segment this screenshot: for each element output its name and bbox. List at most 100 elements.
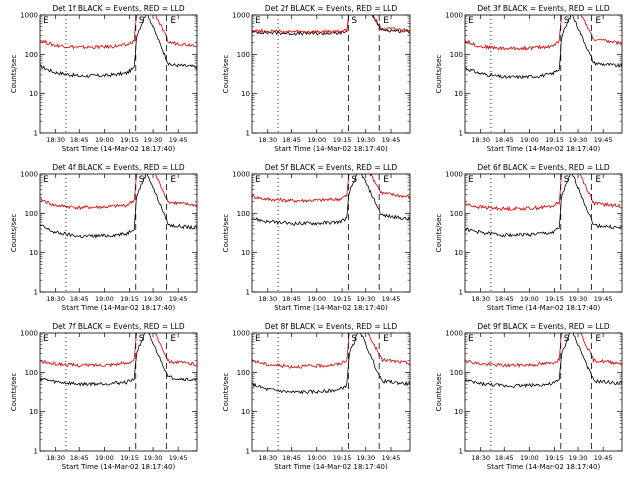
x-tick-label: 18:30 [46,295,65,303]
series-events-line [465,15,622,80]
x-tick-label: 19:45 [382,136,401,144]
plot-frame [251,173,411,293]
chart-title: Det 6f BLACK = Events, RED = LLD [477,163,610,172]
y-tick-label: 1 [34,130,38,138]
y-tick-label: 1 [34,289,38,297]
y-tick-label: 1000 [232,12,250,20]
x-tick-label: 18:45 [70,454,89,462]
x-tick-label: 19:15 [120,295,139,303]
plot-frame [39,173,198,293]
marker-label: S [351,334,357,344]
y-tick-label: 1000 [445,171,463,179]
marker-label: S [139,334,145,344]
y-tick-label: 10 [241,408,250,416]
x-axis-label: Start Time (14-Mar-02 18:17:40) [62,304,176,312]
series-lld-line [465,333,622,368]
x-tick-label: 18:30 [471,295,490,303]
x-tick-label: 18:45 [282,295,301,303]
y-tick-label: 100 [450,210,463,218]
x-axis-label: Start Time (14-Mar-02 18:17:40) [274,145,388,153]
y-tick-label: 100 [25,51,38,59]
x-tick-label: 19:45 [594,136,613,144]
x-tick-label: 19:30 [569,295,588,303]
marker-label: E [43,334,49,344]
marker-label: S [351,175,357,185]
chart-title: Det 8f BLACK = Events, RED = LLD [265,322,398,331]
y-axis-label: Counts/sec [10,55,18,94]
marker-label: E [383,175,389,185]
x-tick-label: 19:15 [545,136,564,144]
chart-title: Det 7f BLACK = Events, RED = LLD [52,322,185,331]
y-tick-label: 100 [450,51,463,59]
y-axis-label: Counts/sec [435,373,443,412]
x-tick-label: 19:00 [95,454,114,462]
x-tick-label: 18:45 [282,136,301,144]
y-axis-label: Counts/sec [222,55,230,94]
plot-frame [39,14,198,134]
x-tick-label: 19:45 [382,454,401,462]
marker-label: S [564,334,570,344]
marker-label: E [468,175,474,185]
chart-panel-8: Det 8f BLACK = Events, RED = LLD E S E 1 10 10… [222,322,411,471]
marker-label: S [351,16,357,26]
y-tick-label: 1 [246,448,250,456]
x-tick-label: 19:15 [120,136,139,144]
chart-title: Det 3f BLACK = Events, RED = LLD [477,4,610,13]
marker-label: E [595,175,601,185]
y-axis-label: Counts/sec [10,373,18,412]
y-tick-label: 1000 [20,171,38,179]
series-events-line [40,333,197,387]
chart-title: Det 2f BLACK = Events, RED = LLD [265,4,398,13]
x-tick-label: 19:30 [356,454,375,462]
plot-frame [39,332,198,452]
y-tick-label: 100 [25,369,38,377]
y-tick-label: 1000 [232,171,250,179]
x-tick-label: 19:30 [569,454,588,462]
x-tick-label: 18:45 [70,136,89,144]
series-events-line [40,15,197,78]
marker-label: E [255,334,261,344]
plot-frame [464,173,623,293]
marker-label: E [170,175,176,185]
x-tick-label: 19:30 [356,295,375,303]
marker-label: E [383,16,389,26]
x-tick-label: 19:30 [144,136,163,144]
y-axis-label: Counts/sec [222,373,230,412]
series-lld-line [252,174,410,203]
series-lld-line [40,174,197,211]
x-tick-label: 18:45 [495,136,514,144]
x-tick-label: 18:30 [46,136,65,144]
x-tick-label: 19:00 [520,295,539,303]
plot-frame [464,14,623,134]
x-tick-label: 19:45 [594,295,613,303]
marker-label: E [170,334,176,344]
y-tick-label: 1 [34,448,38,456]
y-tick-label: 100 [237,369,250,377]
chart-title: Det 1f BLACK = Events, RED = LLD [52,4,185,13]
x-tick-label: 19:00 [520,136,539,144]
y-tick-label: 100 [237,210,250,218]
y-tick-label: 10 [29,408,38,416]
x-tick-label: 19:45 [169,136,188,144]
chart-panel-5: Det 5f BLACK = Events, RED = LLD E S E 1 10 10… [222,163,411,312]
series-events-line [465,174,622,238]
marker-label: E [468,334,474,344]
marker-label: E [170,16,176,26]
marker-label: E [595,334,601,344]
plot-frame [251,14,411,134]
chart-title: Det 9f BLACK = Events, RED = LLD [477,322,610,331]
x-tick-label: 19:15 [333,136,352,144]
y-tick-label: 1000 [445,330,463,338]
y-axis-label: Counts/sec [435,55,443,94]
x-axis-label: Start Time (14-Mar-02 18:17:40) [62,145,176,153]
series-lld-line [465,15,622,51]
x-axis-label: Start Time (14-Mar-02 18:17:40) [487,304,601,312]
x-tick-label: 18:45 [495,454,514,462]
marker-label: E [383,334,389,344]
x-tick-label: 18:30 [471,136,490,144]
